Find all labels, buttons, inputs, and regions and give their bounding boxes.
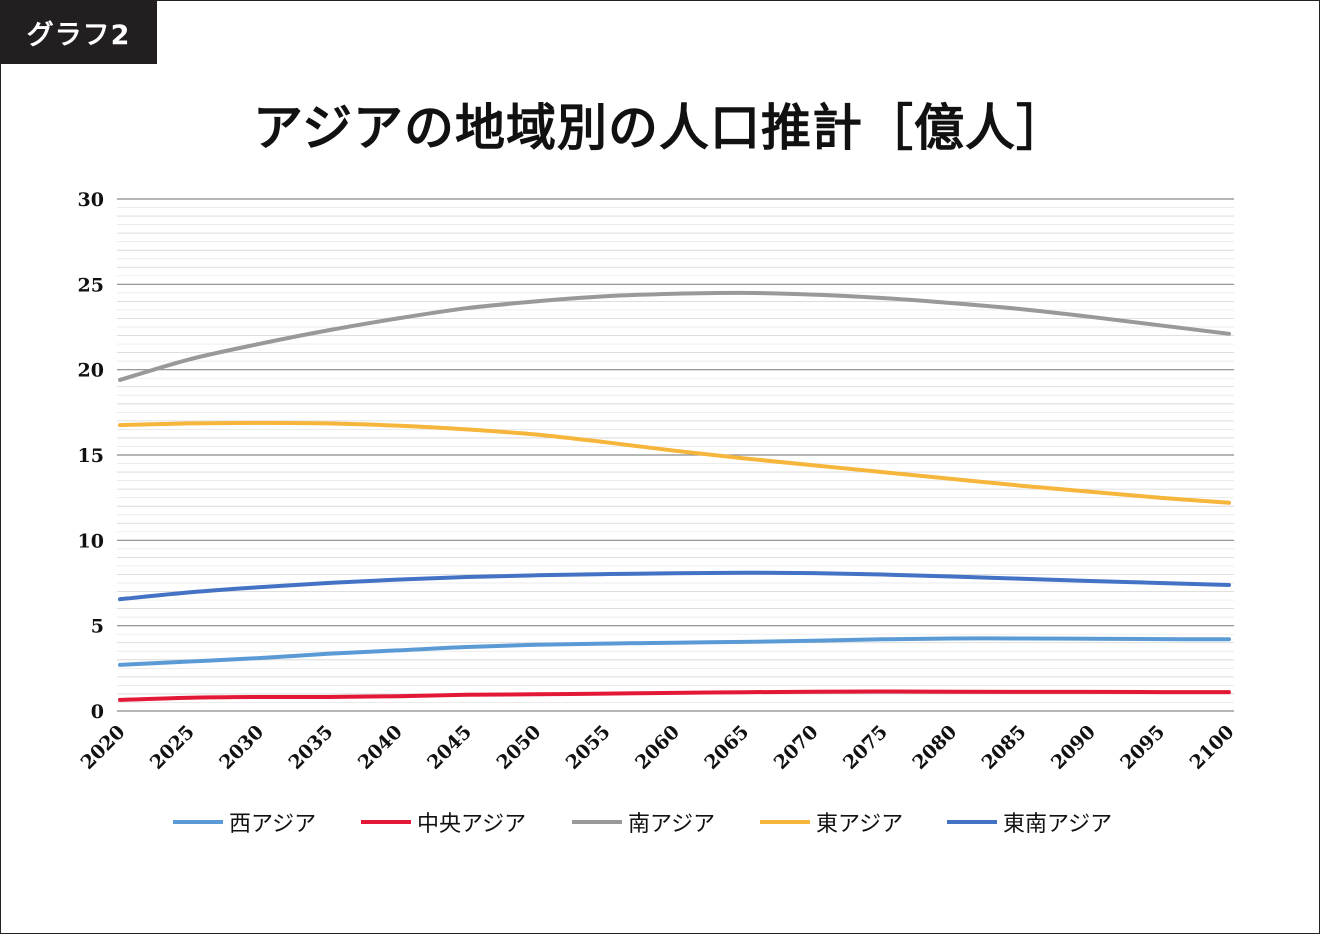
legend-label: 東南アジア [1003,812,1113,837]
x-tick-label: 2040 [354,721,407,774]
x-tick-label: 2095 [1116,721,1169,774]
series-lines [118,290,1231,702]
y-tick-label: 15 [78,445,104,467]
x-tick-label: 2055 [562,721,615,774]
series-line-4 [118,570,1231,602]
x-tick-label: 2025 [146,721,199,774]
x-tick-label: 2070 [770,721,823,774]
x-tick-label: 2065 [700,721,753,774]
legend-item: 南アジア [572,802,715,842]
chart-title: アジアの地域別の人口推計［億人］ [253,99,1067,157]
legend-label: 東アジア [816,812,904,837]
series-line-2 [118,290,1231,382]
x-tick-label: 2080 [908,721,961,774]
series-line-0 [118,636,1231,667]
legend-swatch [361,820,411,824]
legend-swatch [572,820,622,824]
grid-lines [117,198,1234,712]
x-tick-label: 2100 [1186,721,1239,774]
legend-swatch [173,820,223,824]
series-line-3 [118,420,1231,505]
legend-label: 中央アジア [417,812,527,837]
y-tick-label: 25 [78,274,104,296]
legend-item: 東南アジア [947,802,1112,842]
figure-badge: グラフ2 [0,0,157,64]
x-tick-label: 2090 [1047,721,1100,774]
x-tick-labels: 2020 2025 2030 2035 2040 2045 2050 2055 2060 2065… [77,721,1239,774]
x-tick-label: 2030 [215,721,268,774]
series-line-1 [118,689,1231,702]
legend-item: 西アジア [173,802,316,842]
x-tick-label: 2020 [77,721,130,774]
x-tick-label: 2035 [285,721,338,774]
x-tick-label: 2075 [839,721,892,774]
y-tick-label: 10 [78,530,104,552]
y-tick-labels: 0 5 10 15 20 25 30 [78,189,104,723]
x-tick-label: 2050 [492,721,545,774]
x-tick-label: 2085 [978,721,1031,774]
x-tick-label: 2045 [423,721,476,774]
legend-item: 東アジア [760,802,903,842]
y-tick-label: 5 [91,616,104,638]
x-tick-label: 2060 [631,721,684,774]
legend-swatch [947,820,997,824]
legend: 西アジア 中央アジア 南アジア 東アジア 東南アジア [0,802,1320,842]
y-tick-label: 20 [78,360,104,382]
legend-swatch [760,820,810,824]
legend-label: 南アジア [628,812,716,837]
legend-label: 西アジア [229,812,317,837]
y-tick-label: 0 [91,701,104,723]
y-tick-label: 30 [78,189,104,211]
legend-item: 中央アジア [361,802,526,842]
